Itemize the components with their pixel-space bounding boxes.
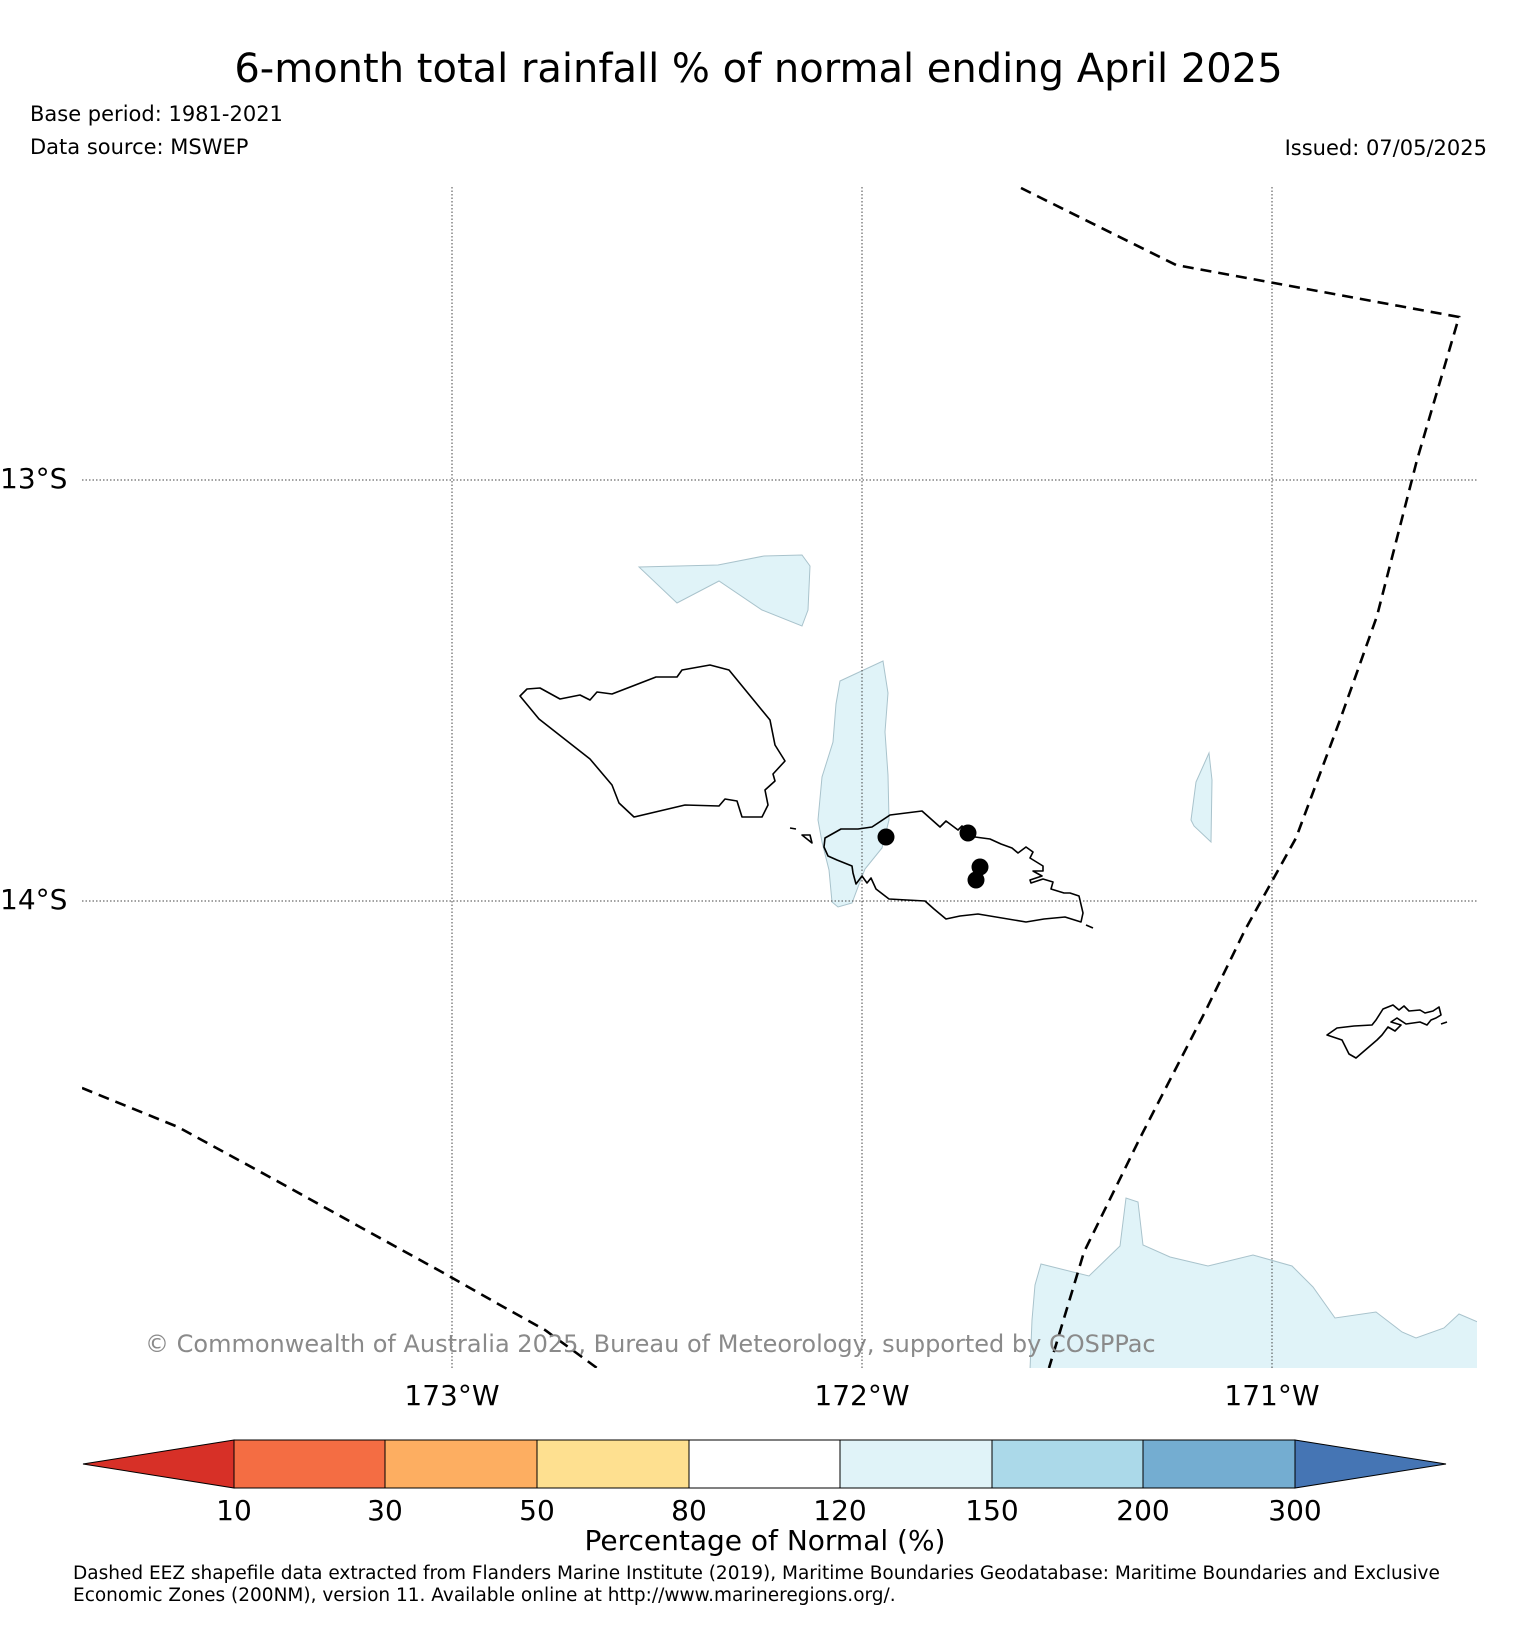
longitude-label-171w: 171°W	[1224, 1379, 1319, 1412]
colorbar-segment-10-30	[233, 1439, 386, 1489]
map-title: 6-month total rainfall % of normal endin…	[234, 46, 1283, 92]
savaii-island	[519, 664, 786, 818]
eez-boundaries	[82, 187, 1461, 1368]
colorbar-extend-high	[1294, 1439, 1447, 1489]
colorbar-tick-50: 50	[519, 1494, 555, 1527]
shaded-region-north	[637, 554, 811, 627]
manono-islet	[801, 834, 813, 844]
station-marker	[959, 824, 977, 842]
colorbar-segment-120-150	[839, 1439, 993, 1489]
colorbar-extend-low	[82, 1439, 235, 1489]
reef-fragment-west	[789, 827, 797, 830]
data-source-label: Data source: MSWEP	[30, 135, 249, 159]
data-attribution-footnote: Dashed EEZ shapefile data extracted from…	[73, 1563, 1440, 1606]
shaded-region-south	[1029, 1197, 1477, 1368]
base-period-label: Base period: 1981-2021	[30, 102, 283, 126]
colorbar-segment-30-50	[384, 1439, 538, 1489]
latitude-label-13s: 13°S	[0, 462, 67, 495]
shaded-region-central	[817, 660, 890, 908]
longitude-label-173w: 173°W	[404, 1379, 499, 1412]
colorbar-segment-50-80	[536, 1439, 690, 1489]
copyright-notice: © Commonwealth of Australia 2025, Bureau…	[145, 1330, 1156, 1358]
station-marker	[967, 871, 985, 889]
colorbar-segment-200-300	[1142, 1439, 1296, 1489]
shaded-regions	[637, 554, 1477, 1368]
colorbar-tick-80: 80	[671, 1494, 707, 1527]
reef-fragment-east	[1085, 924, 1094, 929]
station-marker	[971, 858, 989, 876]
reef-fragments	[789, 827, 1448, 1025]
eez-boundary-north	[1020, 187, 1461, 1368]
station-marker	[877, 828, 895, 846]
issued-date-label: Issued: 07/05/2025	[1284, 136, 1487, 160]
shaded-region-east	[1190, 751, 1213, 844]
colorbar-tick-200: 200	[1116, 1494, 1169, 1527]
colorbar-tick-10: 10	[216, 1494, 252, 1527]
colorbar-segment-150-200	[991, 1439, 1144, 1489]
colorbar-label: Percentage of Normal (%)	[585, 1524, 946, 1557]
colorbar: 10 30 50 80 120 150 200 300 Percentage o…	[82, 1439, 1447, 1557]
latitude-label-14s: 14°S	[0, 883, 67, 916]
colorbar-tick-150: 150	[965, 1494, 1018, 1527]
stations	[877, 824, 989, 889]
colorbar-tick-30: 30	[367, 1494, 403, 1527]
map-panel: © Commonwealth of Australia 2025, Bureau…	[82, 187, 1477, 1368]
colorbar-tick-120: 120	[813, 1494, 866, 1527]
graticule	[82, 187, 1477, 1368]
colorbar-segment-80-120	[688, 1439, 841, 1489]
colorbar-tick-300: 300	[1268, 1494, 1321, 1527]
longitude-label-172w: 172°W	[814, 1379, 909, 1412]
tutuila-island	[1326, 1004, 1442, 1059]
reef-fragment-tutuila	[1440, 1021, 1448, 1025]
eez-boundary-southwest	[82, 1086, 598, 1368]
map-background	[82, 187, 1477, 1368]
